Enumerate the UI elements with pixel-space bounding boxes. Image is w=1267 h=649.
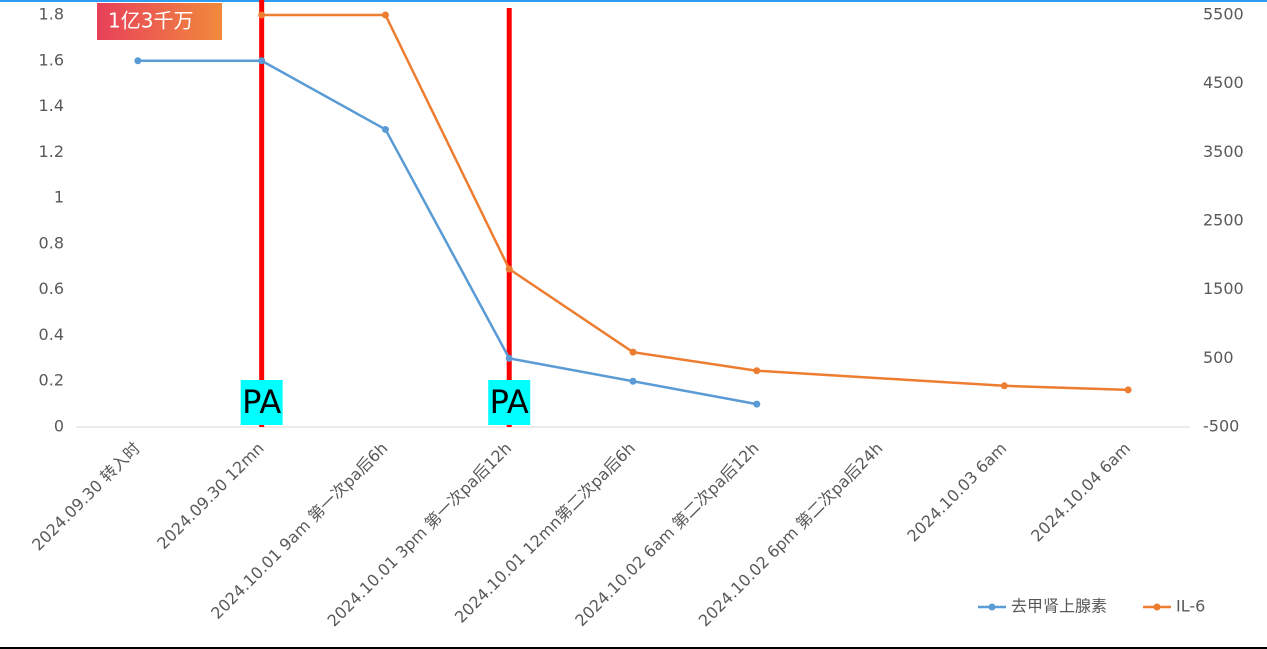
y-tick-label: 1.4: [39, 96, 64, 115]
data-point: [629, 377, 637, 385]
annotation-bg: [97, 3, 222, 40]
series-line: [261, 13, 1129, 392]
y-tick-label: 1.2: [39, 142, 64, 161]
y-tick-label: 0.4: [39, 325, 64, 344]
x-tick-label: 2024.10.03 6am: [903, 439, 1010, 546]
x-tick-label: 2024.09.30 12mn: [153, 439, 267, 553]
series-line: [137, 59, 758, 406]
marker-label: PA: [490, 383, 529, 421]
data-point: [381, 125, 389, 133]
marker-label-bg: [488, 380, 531, 425]
y-tick-label: 0.2: [39, 371, 64, 390]
y-tick-label: 0: [54, 417, 64, 436]
data-point: [1000, 382, 1008, 390]
y-tick-label: 1.6: [39, 50, 64, 69]
bottom-border: [0, 647, 1267, 649]
y2-tick-label: 5500: [1203, 5, 1244, 24]
y2-tick-label: 1500: [1203, 279, 1244, 298]
data-point: [505, 354, 513, 362]
data-point: [258, 57, 266, 65]
legend-swatch-dot: [988, 603, 996, 611]
marker-label: PA: [242, 383, 281, 421]
annotation: 1亿3千万: [108, 9, 193, 33]
data-point: [629, 348, 637, 356]
legend-label: IL-6: [1176, 597, 1205, 616]
legend-swatch-dot: [1153, 603, 1161, 611]
y-tick-label: 0.6: [39, 279, 64, 298]
data-point: [505, 265, 513, 273]
y2-tick-label: 2500: [1203, 211, 1244, 230]
y-tick-label: 0.8: [39, 233, 64, 252]
data-point: [381, 11, 389, 19]
top-border: [0, 0, 1267, 2]
data-point: [258, 11, 266, 19]
x-tick-label: 2024.10.04 6am: [1027, 439, 1134, 546]
marker-label-bg: [240, 380, 283, 425]
data-point: [753, 367, 761, 375]
data-point: [134, 57, 142, 65]
data-point: [1124, 386, 1132, 394]
y2-tick-label: 3500: [1203, 142, 1244, 161]
y-tick-label: 1.8: [39, 5, 64, 24]
data-point: [753, 400, 761, 408]
x-tick-label: 2024.09.30 转入时: [28, 439, 144, 555]
y2-tick-label: -500: [1203, 417, 1239, 436]
legend-label: 去甲肾上腺素: [1011, 597, 1107, 616]
y2-tick-label: 4500: [1203, 73, 1244, 92]
y-tick-label: 1: [54, 188, 64, 207]
y2-tick-label: 500: [1203, 348, 1234, 367]
